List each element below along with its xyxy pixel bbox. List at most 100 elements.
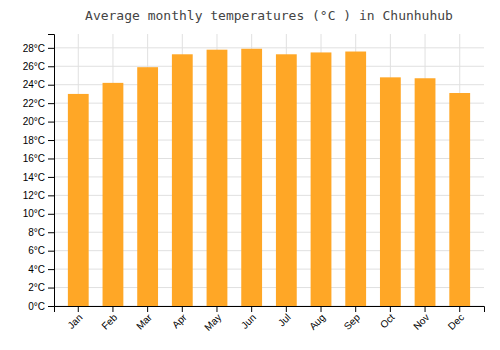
x-tick-label: Dec — [446, 312, 466, 332]
y-tick-mark — [48, 195, 54, 196]
y-tick-mark — [48, 122, 54, 123]
x-tick-mark — [355, 306, 356, 312]
x-tick-mark — [182, 306, 183, 312]
bar — [68, 94, 89, 306]
bar — [415, 78, 436, 306]
bar — [103, 83, 124, 306]
y-tick: 26°C — [23, 61, 54, 72]
x-tick-label: Jun — [239, 312, 258, 331]
x-tick-mark — [216, 306, 217, 312]
y-tick: 24°C — [23, 79, 54, 90]
x-tick-label: Apr — [170, 311, 189, 330]
bar — [345, 52, 366, 306]
x-tick-label: Feb — [99, 311, 119, 331]
bar — [380, 77, 401, 306]
x-tick: Apr — [170, 306, 189, 330]
bar — [207, 50, 228, 306]
x-tick: Sep — [342, 306, 363, 332]
grid-line-y — [54, 47, 484, 48]
bar — [276, 54, 297, 306]
y-tick-mark — [48, 158, 54, 159]
chart: 0°C 2°C 4°C 6°C 8°C 10°C 12°C 14°C 16°C 18°C 20°C 2… — [0, 0, 500, 350]
y-tick-label: 24°C — [23, 79, 45, 90]
bar — [311, 52, 332, 306]
y-tick: 4°C — [28, 264, 54, 275]
x-axis: Jan Feb Mar Apr May Jun Jul Aug Sep Oct Nov Dec — [55, 306, 485, 333]
y-tick: 0°C — [28, 301, 54, 312]
grid — [54, 34, 484, 306]
x-tick: Mar — [134, 306, 154, 332]
x-tick: Aug — [307, 306, 327, 332]
x-tick-label: Nov — [411, 312, 431, 332]
y-tick-label: 8°C — [28, 227, 45, 238]
y-tick-mark — [48, 214, 54, 215]
y-tick-label: 22°C — [23, 98, 45, 109]
y-tick-mark — [48, 66, 54, 67]
x-tick-label: Jan — [65, 312, 84, 331]
x-tick-mark — [251, 306, 252, 312]
y-tick: 18°C — [23, 135, 54, 146]
y-tick: 22°C — [23, 98, 54, 109]
x-tick: Nov — [411, 306, 431, 332]
y-tick-mark — [48, 85, 54, 86]
x-tick: Jul — [276, 306, 293, 328]
bar — [137, 67, 158, 306]
x-tick-label: May — [202, 312, 223, 333]
x-tick: Feb — [99, 306, 119, 332]
x-tick-label: Oct — [378, 312, 397, 331]
x-tick: Oct — [378, 306, 397, 330]
x-tick-mark — [112, 306, 113, 312]
y-tick: 8°C — [28, 227, 54, 238]
y-tick: 20°C — [23, 116, 54, 127]
y-tick: 10°C — [23, 208, 54, 219]
y-tick-label: 16°C — [23, 153, 45, 164]
plot: 0°C 2°C 4°C 6°C 8°C 10°C 12°C 14°C 16°C 18°C 20°C 2… — [23, 34, 485, 333]
bars — [68, 49, 470, 306]
title: Average monthly temperatures (°C ) in Ch… — [85, 8, 453, 23]
y-tick-mark — [48, 251, 54, 252]
x-tick-mark — [459, 306, 460, 312]
x-tick-mark — [147, 306, 148, 312]
y-tick: 6°C — [28, 245, 54, 256]
x-axis-line — [55, 307, 485, 313]
y-tick-label: 26°C — [23, 61, 45, 72]
y-tick-label: 28°C — [23, 43, 45, 54]
y-tick: 12°C — [23, 190, 54, 201]
y-tick-mark — [48, 103, 54, 104]
x-tick-label: Aug — [307, 312, 327, 332]
y-tick-mark — [48, 269, 54, 270]
x-tick: May — [202, 306, 223, 333]
x-tick-label: Sep — [342, 311, 363, 332]
x-tick-label: Jul — [276, 312, 293, 329]
y-tick-mark — [48, 306, 54, 307]
y-tick-label: 14°C — [23, 172, 45, 183]
y-axis: 0°C 2°C 4°C 6°C 8°C 10°C 12°C 14°C 16°C 18°C 20°C 2… — [23, 35, 55, 312]
bar — [172, 54, 193, 306]
y-tick-label: 10°C — [23, 208, 45, 219]
bar — [449, 93, 470, 306]
bar — [241, 49, 262, 306]
y-tick: 28°C — [23, 43, 54, 54]
grid-line-y — [54, 66, 484, 67]
x-tick-mark — [425, 306, 426, 312]
y-tick-label: 18°C — [23, 135, 45, 146]
y-tick-mark — [48, 48, 54, 49]
x-tick-mark — [286, 306, 287, 312]
y-tick-label: 2°C — [28, 282, 45, 293]
x-tick-label: Mar — [134, 311, 154, 331]
x-tick-mark — [78, 306, 79, 312]
x-tick-mark — [390, 306, 391, 312]
y-tick-label: 4°C — [28, 264, 45, 275]
y-tick: 14°C — [23, 172, 54, 183]
y-tick-mark — [48, 140, 54, 141]
y-tick-label: 6°C — [28, 245, 45, 256]
y-tick-label: 20°C — [23, 116, 45, 127]
y-axis-line — [48, 35, 55, 307]
x-tick-mark — [321, 306, 322, 312]
y-tick: 16°C — [23, 153, 54, 164]
y-tick-mark — [48, 177, 54, 178]
y-tick-mark — [48, 288, 54, 289]
y-tick-label: 12°C — [23, 190, 45, 201]
x-tick: Dec — [446, 306, 466, 332]
y-tick-label: 0°C — [28, 301, 45, 312]
